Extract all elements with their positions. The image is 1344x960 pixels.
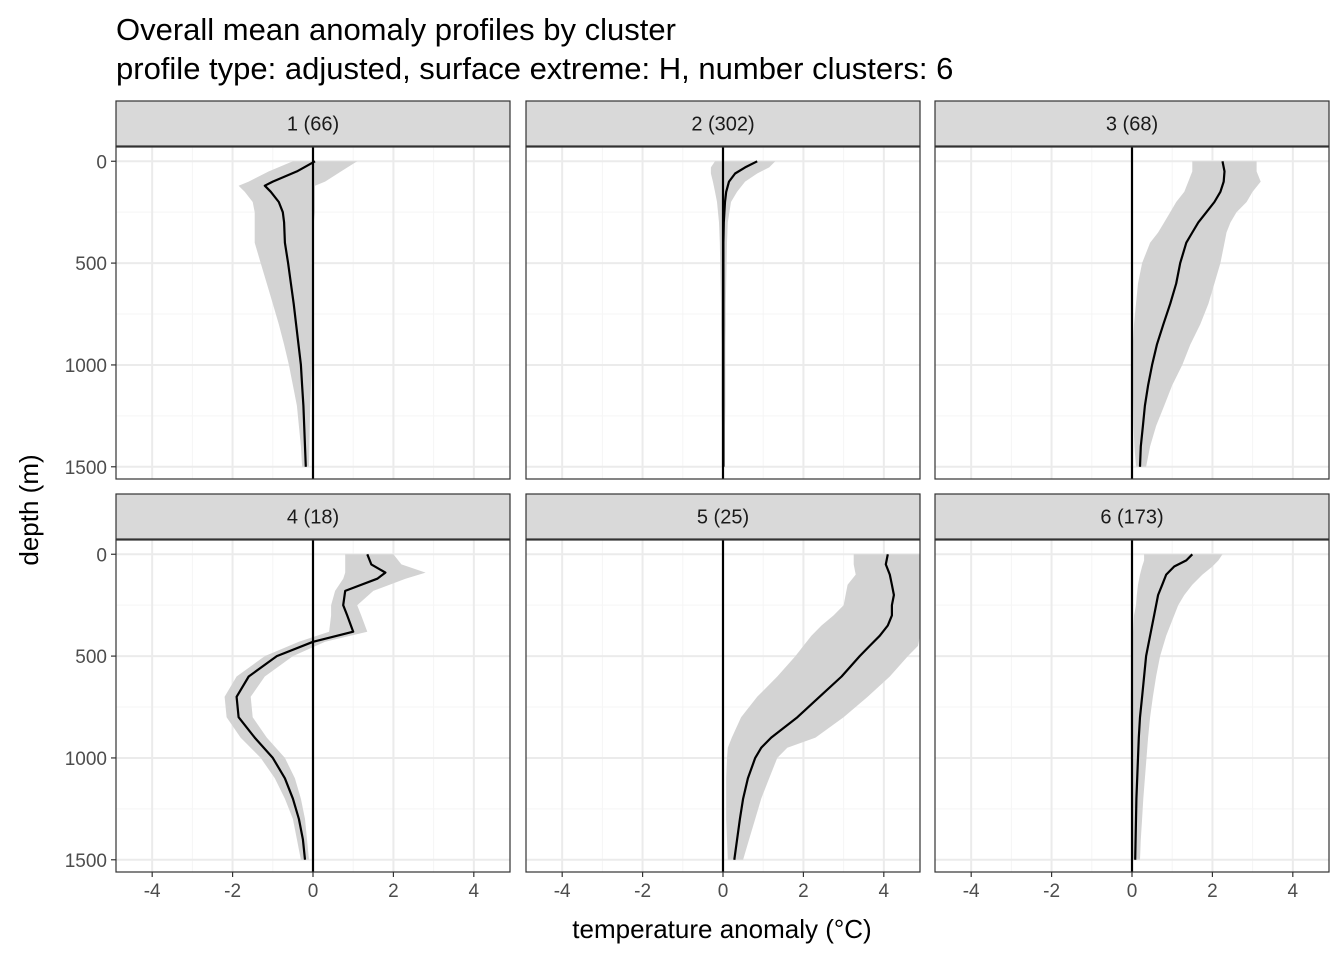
x-tick-label: 0 xyxy=(718,881,729,902)
y-tick-label: 500 xyxy=(75,254,107,275)
facet-strip-label: 4 (18) xyxy=(287,507,339,529)
x-tick-label: 2 xyxy=(798,881,809,902)
facet-strip-label: 1 (66) xyxy=(287,114,339,136)
uncertainty-band xyxy=(710,161,776,467)
x-tick-label: -2 xyxy=(224,881,241,902)
x-tick-label: 2 xyxy=(1207,881,1218,902)
y-tick-label: 1000 xyxy=(65,749,107,770)
y-tick-label: 0 xyxy=(96,545,107,566)
facet-strip-label: 2 (302) xyxy=(691,114,754,136)
panels-layer: 1 (66) 0 500 1000 1500 2 (302) 3 (68) 4 (18) 0 50… xyxy=(65,100,1330,902)
chart-subtitle: profile type: adjusted, surface extreme:… xyxy=(116,51,953,86)
facet-strip-label: 3 (68) xyxy=(1106,114,1158,136)
facet-strip xyxy=(525,100,921,147)
panel-5: 5 (25) -4 -2 0 2 4 xyxy=(525,493,921,902)
mean-profile-line xyxy=(1138,161,1226,467)
facet-strip xyxy=(115,100,511,147)
x-tick-label: 4 xyxy=(469,881,480,902)
panel-2: 2 (302) xyxy=(525,100,921,480)
panel-3: 3 (68) xyxy=(934,100,1330,480)
x-tick-label: 2 xyxy=(388,881,399,902)
x-tick-label: -4 xyxy=(554,881,571,902)
x-tick-label: -2 xyxy=(634,881,651,902)
facet-strip xyxy=(115,493,511,540)
mean-profile-line xyxy=(235,553,387,860)
facet-strip xyxy=(934,100,1330,147)
facet-strip-label: 5 (25) xyxy=(697,507,749,529)
y-axis-title: depth (m) xyxy=(14,454,44,565)
uncertainty-band xyxy=(1130,554,1223,860)
uncertainty-band xyxy=(238,161,358,467)
x-tick-label: -2 xyxy=(1043,881,1060,902)
x-tick-label: 4 xyxy=(1288,881,1299,902)
y-tick-label: 1000 xyxy=(65,356,107,377)
x-tick-label: 4 xyxy=(879,881,890,902)
y-tick-label: 1500 xyxy=(65,458,107,479)
x-tick-label: -4 xyxy=(963,881,980,902)
x-tick-label: 0 xyxy=(1127,881,1138,902)
mean-profile-line xyxy=(263,160,316,467)
x-tick-label: -4 xyxy=(144,881,161,902)
uncertainty-band xyxy=(726,554,920,860)
y-tick-label: 0 xyxy=(96,152,107,173)
facet-strip-label: 6 (173) xyxy=(1100,507,1163,529)
mean-profile-line xyxy=(1134,553,1194,860)
mean-profile-line xyxy=(733,554,896,860)
panel-6: 6 (173) -4 -2 0 2 4 xyxy=(934,493,1330,902)
x-tick-label: 0 xyxy=(308,881,319,902)
facet-strip xyxy=(934,493,1330,540)
y-tick-label: 1500 xyxy=(65,851,107,872)
panel-1: 1 (66) 0 500 1000 1500 xyxy=(65,100,511,480)
panel-border xyxy=(525,146,921,480)
mean-profile-line xyxy=(722,160,758,467)
panel-border xyxy=(115,146,511,480)
chart-title: Overall mean anomaly profiles by cluster xyxy=(116,12,676,47)
uncertainty-band xyxy=(1132,161,1261,467)
panel-4: 4 (18) 0 500 1000 1500 -4 -2 0 2 4 xyxy=(65,493,511,902)
panel-border xyxy=(934,146,1330,480)
x-axis-title: temperature anomaly (°C) xyxy=(572,914,871,944)
y-tick-label: 500 xyxy=(75,647,107,668)
facet-strip xyxy=(525,493,921,540)
